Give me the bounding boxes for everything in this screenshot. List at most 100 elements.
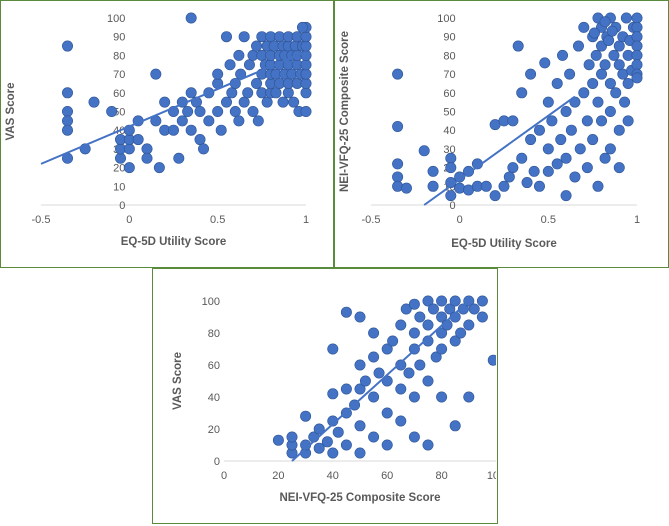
x-axis-label: EQ-5D Utility Score	[451, 238, 556, 250]
data-point	[327, 447, 339, 459]
x-tick-label: 100	[487, 470, 496, 482]
y-tick-label: 40	[443, 125, 455, 137]
data-point	[395, 415, 407, 427]
data-point	[631, 49, 643, 61]
data-point	[226, 87, 238, 99]
data-point	[590, 49, 602, 61]
x-tick-label: 1	[634, 214, 640, 226]
trend-line	[291, 300, 470, 462]
data-point	[608, 49, 620, 61]
data-point	[153, 162, 165, 174]
y-tick-label: 80	[443, 50, 455, 62]
data-point	[106, 106, 118, 118]
data-point	[313, 442, 325, 454]
x-axis-label: EQ-5D Utility Score	[121, 236, 226, 248]
data-point	[395, 383, 407, 395]
data-point	[354, 420, 366, 432]
x-tick-label: 80	[435, 470, 447, 482]
data-point	[185, 87, 197, 99]
data-point	[141, 143, 153, 155]
y-tick-label: 60	[443, 88, 455, 100]
data-point	[622, 115, 634, 127]
data-point	[551, 77, 563, 89]
data-point	[373, 367, 385, 379]
data-point	[542, 165, 554, 177]
data-point	[185, 124, 197, 136]
data-point	[560, 106, 572, 118]
data-point	[327, 415, 339, 427]
data-point	[455, 327, 467, 339]
data-point	[115, 152, 127, 164]
data-point	[340, 383, 352, 395]
y-tick-label: 70	[113, 69, 125, 81]
data-point	[354, 447, 366, 459]
data-point	[321, 436, 333, 448]
data-point	[182, 106, 194, 118]
data-point	[454, 182, 466, 194]
data-point	[381, 407, 393, 419]
y-tick-label: 40	[208, 392, 220, 404]
data-point	[368, 351, 380, 363]
data-point	[525, 134, 537, 146]
data-point	[233, 115, 245, 127]
x-tick-label: 40	[327, 470, 339, 482]
y-tick-label: 100	[107, 13, 125, 25]
data-point	[516, 152, 528, 164]
data-point	[503, 171, 515, 183]
data-point	[596, 68, 608, 80]
data-point	[224, 59, 236, 71]
data-point	[599, 152, 611, 164]
x-tick-label: 0	[126, 214, 132, 226]
data-point	[221, 96, 233, 108]
data-point	[487, 354, 496, 366]
data-point	[610, 87, 622, 99]
y-tick-label: 30	[443, 144, 455, 156]
data-point	[203, 115, 215, 127]
data-point	[368, 391, 380, 403]
data-point	[560, 152, 572, 164]
data-point	[359, 375, 371, 387]
data-point	[449, 295, 461, 307]
data-point	[300, 68, 312, 80]
y-tick-label: 50	[443, 107, 455, 119]
data-point	[392, 180, 404, 192]
data-point	[252, 115, 264, 127]
chart-panel-eq5d-vas: -0.500.510102030405060708090100EQ-5D Uti…	[0, 0, 334, 268]
data-point	[368, 431, 380, 443]
data-point	[61, 115, 73, 127]
data-point	[521, 177, 533, 189]
data-point	[233, 49, 245, 61]
data-point	[212, 106, 224, 118]
x-tick-label: 1	[303, 214, 309, 226]
data-point	[123, 143, 135, 155]
y-axis-label: NEI-VFQ-25 Composite Score	[339, 31, 351, 192]
data-point	[300, 40, 312, 52]
data-point	[445, 152, 457, 164]
data-point	[569, 171, 581, 183]
data-point	[507, 115, 519, 127]
data-point	[631, 12, 643, 24]
y-tick-label: 20	[113, 163, 125, 175]
y-tick-label: 0	[119, 200, 125, 212]
y-tick-label: 0	[450, 200, 456, 212]
data-point	[422, 375, 434, 387]
data-point	[198, 143, 210, 155]
y-tick-label: 0	[214, 456, 220, 468]
data-point	[238, 31, 250, 43]
x-tick-label: -0.5	[362, 214, 381, 226]
data-point	[542, 143, 554, 155]
data-point	[613, 162, 625, 174]
data-point	[596, 115, 608, 127]
data-point	[599, 16, 611, 28]
data-point	[578, 87, 590, 99]
x-tick-label: -0.5	[32, 214, 51, 226]
data-point	[463, 391, 475, 403]
data-point	[476, 295, 488, 307]
data-point	[159, 96, 171, 108]
data-point	[392, 120, 404, 132]
data-point	[422, 295, 434, 307]
data-point	[564, 68, 576, 80]
scatter-chart-eq5d-vas: -0.500.510102030405060708090100EQ-5D Uti…	[5, 12, 312, 248]
data-point	[368, 327, 380, 339]
data-point	[436, 295, 448, 307]
